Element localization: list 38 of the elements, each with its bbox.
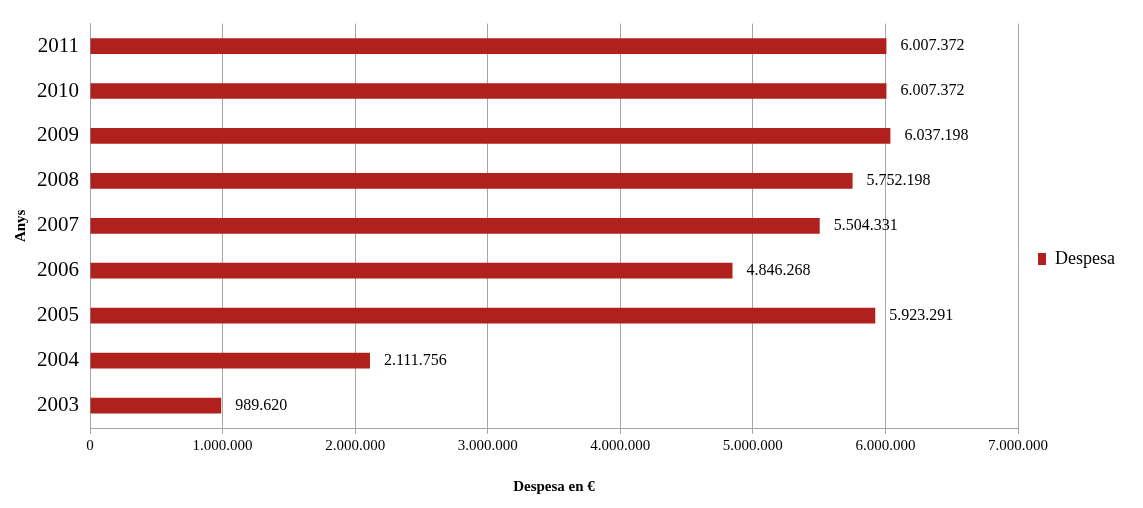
y-tick-label: 2004 xyxy=(37,347,80,372)
bar xyxy=(90,173,853,189)
bar xyxy=(90,128,891,144)
data-label: 5.923.291 xyxy=(889,305,954,323)
data-label: 2.111.756 xyxy=(383,350,447,368)
bar xyxy=(90,217,820,234)
x-tick-label: 7.000.000 xyxy=(988,436,1049,453)
y-tick-label: 2006 xyxy=(37,257,79,282)
x-tick-label: 3.000.000 xyxy=(457,436,518,453)
data-label: 6.007.372 xyxy=(900,36,965,54)
bar xyxy=(90,262,733,279)
x-tick-label: 2.000.000 xyxy=(325,436,386,453)
bar xyxy=(90,352,370,369)
data-label: 6.037.198 xyxy=(904,126,969,144)
legend-label: Despesa xyxy=(1055,247,1116,268)
data-label: 5.752.198 xyxy=(866,171,931,189)
x-tick-label: 0 xyxy=(86,436,94,453)
data-label: 989.620 xyxy=(235,395,288,413)
y-tick-label: 2005 xyxy=(37,302,79,327)
x-tick-label: 6.000.000 xyxy=(855,436,916,453)
bar xyxy=(90,307,876,324)
x-tick-label: 4.000.000 xyxy=(590,436,651,453)
y-tick-label: 2008 xyxy=(37,167,79,192)
data-label: 6.007.372 xyxy=(900,81,965,99)
y-tick-label: 2010 xyxy=(37,77,79,102)
y-tick-label: 2011 xyxy=(37,32,79,57)
bar xyxy=(90,397,222,414)
x-axis-title: Despesa en € xyxy=(513,477,596,494)
y-axis-title: Anys xyxy=(11,209,28,243)
data-label: 4.846.268 xyxy=(746,260,811,278)
x-tick-label: 1.000.000 xyxy=(192,436,253,453)
bar xyxy=(90,38,887,54)
data-label: 5.504.331 xyxy=(833,216,898,233)
y-tick-label: 2009 xyxy=(37,122,79,147)
x-tick-label: 5.000.000 xyxy=(722,436,783,453)
bar xyxy=(90,83,887,99)
y-tick-label: 2003 xyxy=(37,392,79,417)
y-tick-label: 2007 xyxy=(37,212,79,237)
